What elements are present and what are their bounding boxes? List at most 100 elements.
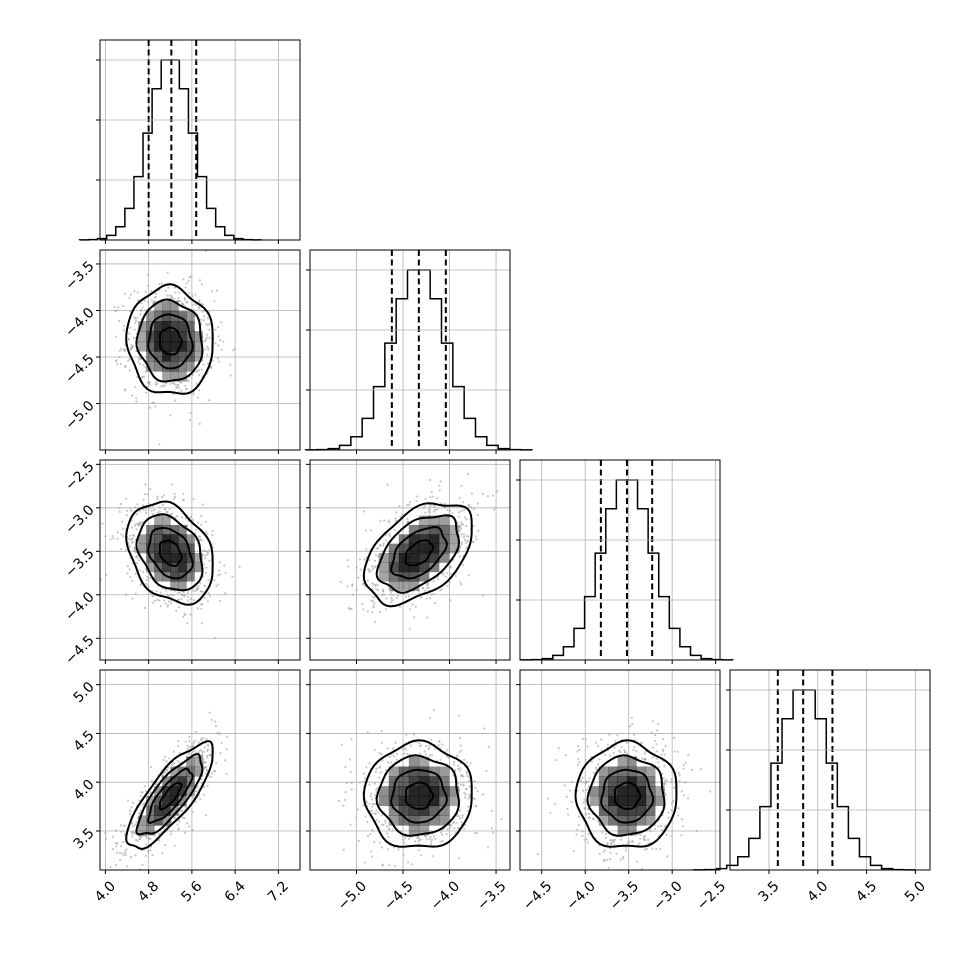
sample-point <box>173 762 176 765</box>
contour-line <box>147 527 194 580</box>
sample-point <box>432 510 436 513</box>
sample-point <box>199 737 202 741</box>
sample-point <box>382 593 386 596</box>
sample-point <box>667 811 670 814</box>
sample-point <box>135 562 139 565</box>
sample-point <box>182 492 185 496</box>
density-cell <box>438 515 450 526</box>
sample-point <box>407 595 411 598</box>
sample-point <box>398 504 401 508</box>
sample-point <box>208 595 212 598</box>
sample-point <box>576 763 580 766</box>
contour-line <box>362 739 473 848</box>
density-cell <box>178 543 187 554</box>
sample-point <box>128 310 132 313</box>
density-cell <box>170 351 179 362</box>
density-cell <box>388 776 400 787</box>
sample-point <box>581 834 584 838</box>
sample-point <box>472 508 476 511</box>
sample-point <box>490 809 494 813</box>
sample-point <box>419 744 422 747</box>
density-cell <box>154 571 163 582</box>
sample-point <box>415 499 418 503</box>
sample-point <box>172 594 175 597</box>
sample-point <box>699 768 703 771</box>
sample-point <box>429 478 432 482</box>
density-cell <box>418 776 430 787</box>
sample-point <box>370 599 373 602</box>
sample-point <box>373 620 377 624</box>
sample-point <box>119 362 122 366</box>
sample-point <box>457 782 460 785</box>
density-cell <box>617 825 628 836</box>
sample-point <box>139 309 142 312</box>
density-cell <box>398 805 410 816</box>
sample-point <box>206 362 210 365</box>
sample-point <box>205 550 208 553</box>
sample-point <box>365 556 368 559</box>
sample-point <box>177 606 181 609</box>
sample-point <box>223 564 226 567</box>
sample-point <box>129 507 132 510</box>
sample-point <box>170 599 173 602</box>
density-cell <box>162 371 171 382</box>
sample-point <box>176 823 179 826</box>
contour-line <box>147 767 194 824</box>
sample-point <box>118 851 122 854</box>
contour-line <box>574 739 678 848</box>
sample-point <box>203 596 206 599</box>
sample-point <box>119 845 123 848</box>
sample-point <box>196 785 199 788</box>
sample-point <box>194 528 197 531</box>
sample-point <box>655 743 658 746</box>
density-cell <box>146 815 155 826</box>
sample-point <box>395 758 399 761</box>
sample-point <box>198 299 201 302</box>
sample-point <box>137 356 140 359</box>
sample-point <box>404 595 407 598</box>
sample-point <box>200 622 203 625</box>
sample-point <box>549 811 552 815</box>
density-cell <box>448 543 460 554</box>
sample-point <box>140 302 143 305</box>
sample-point <box>380 729 383 732</box>
sample-point <box>466 775 469 778</box>
density-cell <box>154 515 163 526</box>
sample-point <box>428 514 431 517</box>
sample-point <box>180 597 183 601</box>
y-tick-label: 4.5 <box>71 728 98 755</box>
sample-point <box>122 534 125 538</box>
sample-point <box>421 587 425 590</box>
sample-point <box>432 835 436 838</box>
sample-point <box>135 319 138 322</box>
density-cell <box>388 805 400 816</box>
histogram-step <box>78 59 262 241</box>
sample-point <box>126 865 129 868</box>
sample-point <box>124 851 127 854</box>
sample-point <box>177 297 180 300</box>
sample-point <box>200 283 203 286</box>
sample-point <box>622 857 625 860</box>
sample-point <box>373 782 376 785</box>
sample-point <box>657 722 660 725</box>
sample-point <box>143 493 146 496</box>
density-cell <box>428 805 440 816</box>
sample-point <box>385 597 388 600</box>
sample-point <box>536 853 539 856</box>
sample-point <box>374 565 377 568</box>
panel-frame <box>729 669 931 871</box>
sample-point <box>406 861 410 864</box>
sample-point <box>111 535 114 538</box>
sample-point <box>234 347 237 351</box>
sample-point <box>371 855 374 858</box>
sample-point <box>161 496 164 499</box>
sample-point <box>130 806 133 809</box>
sample-point <box>174 495 177 498</box>
sample-point <box>635 860 638 863</box>
sample-point <box>370 565 374 568</box>
sample-point <box>581 830 584 833</box>
sample-point <box>149 849 152 852</box>
sample-point <box>202 363 205 366</box>
density-cell <box>146 524 155 535</box>
sample-point <box>374 812 377 815</box>
